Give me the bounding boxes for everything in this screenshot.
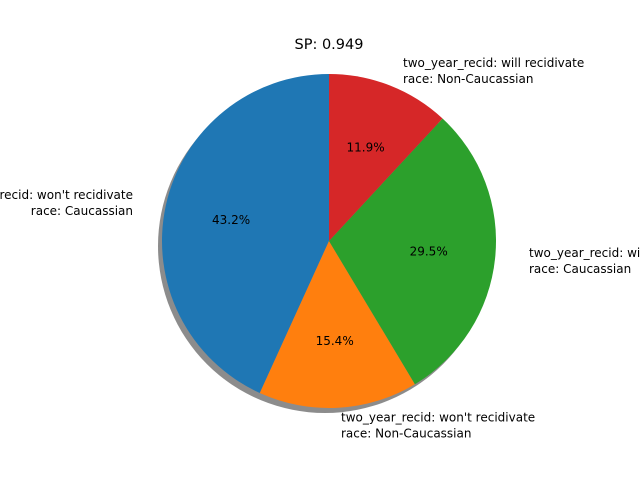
pie-percent-label-2: 15.4%	[316, 334, 354, 348]
pie-slice-1	[162, 74, 329, 393]
pie-slice-2	[259, 241, 415, 408]
pie-percent-labels: 43.2% 15.4% 29.5% 11.9%	[212, 141, 448, 348]
pie-percent-label-3: 29.5%	[410, 244, 448, 258]
pie-slice-4	[329, 74, 443, 241]
pie-slice-label-4: two_year_recid: will recidivate race: Non…	[403, 56, 584, 86]
chart-title: SP: 0.949	[295, 37, 364, 53]
pie-percent-label-4: 11.9%	[347, 141, 385, 155]
pie-slice-label-2: two_year_recid: won't recidivate race: No…	[341, 410, 535, 440]
pie-slice-3	[329, 118, 497, 385]
pie-percent-label-1: 43.2%	[212, 213, 250, 227]
pie-slices	[162, 74, 497, 408]
